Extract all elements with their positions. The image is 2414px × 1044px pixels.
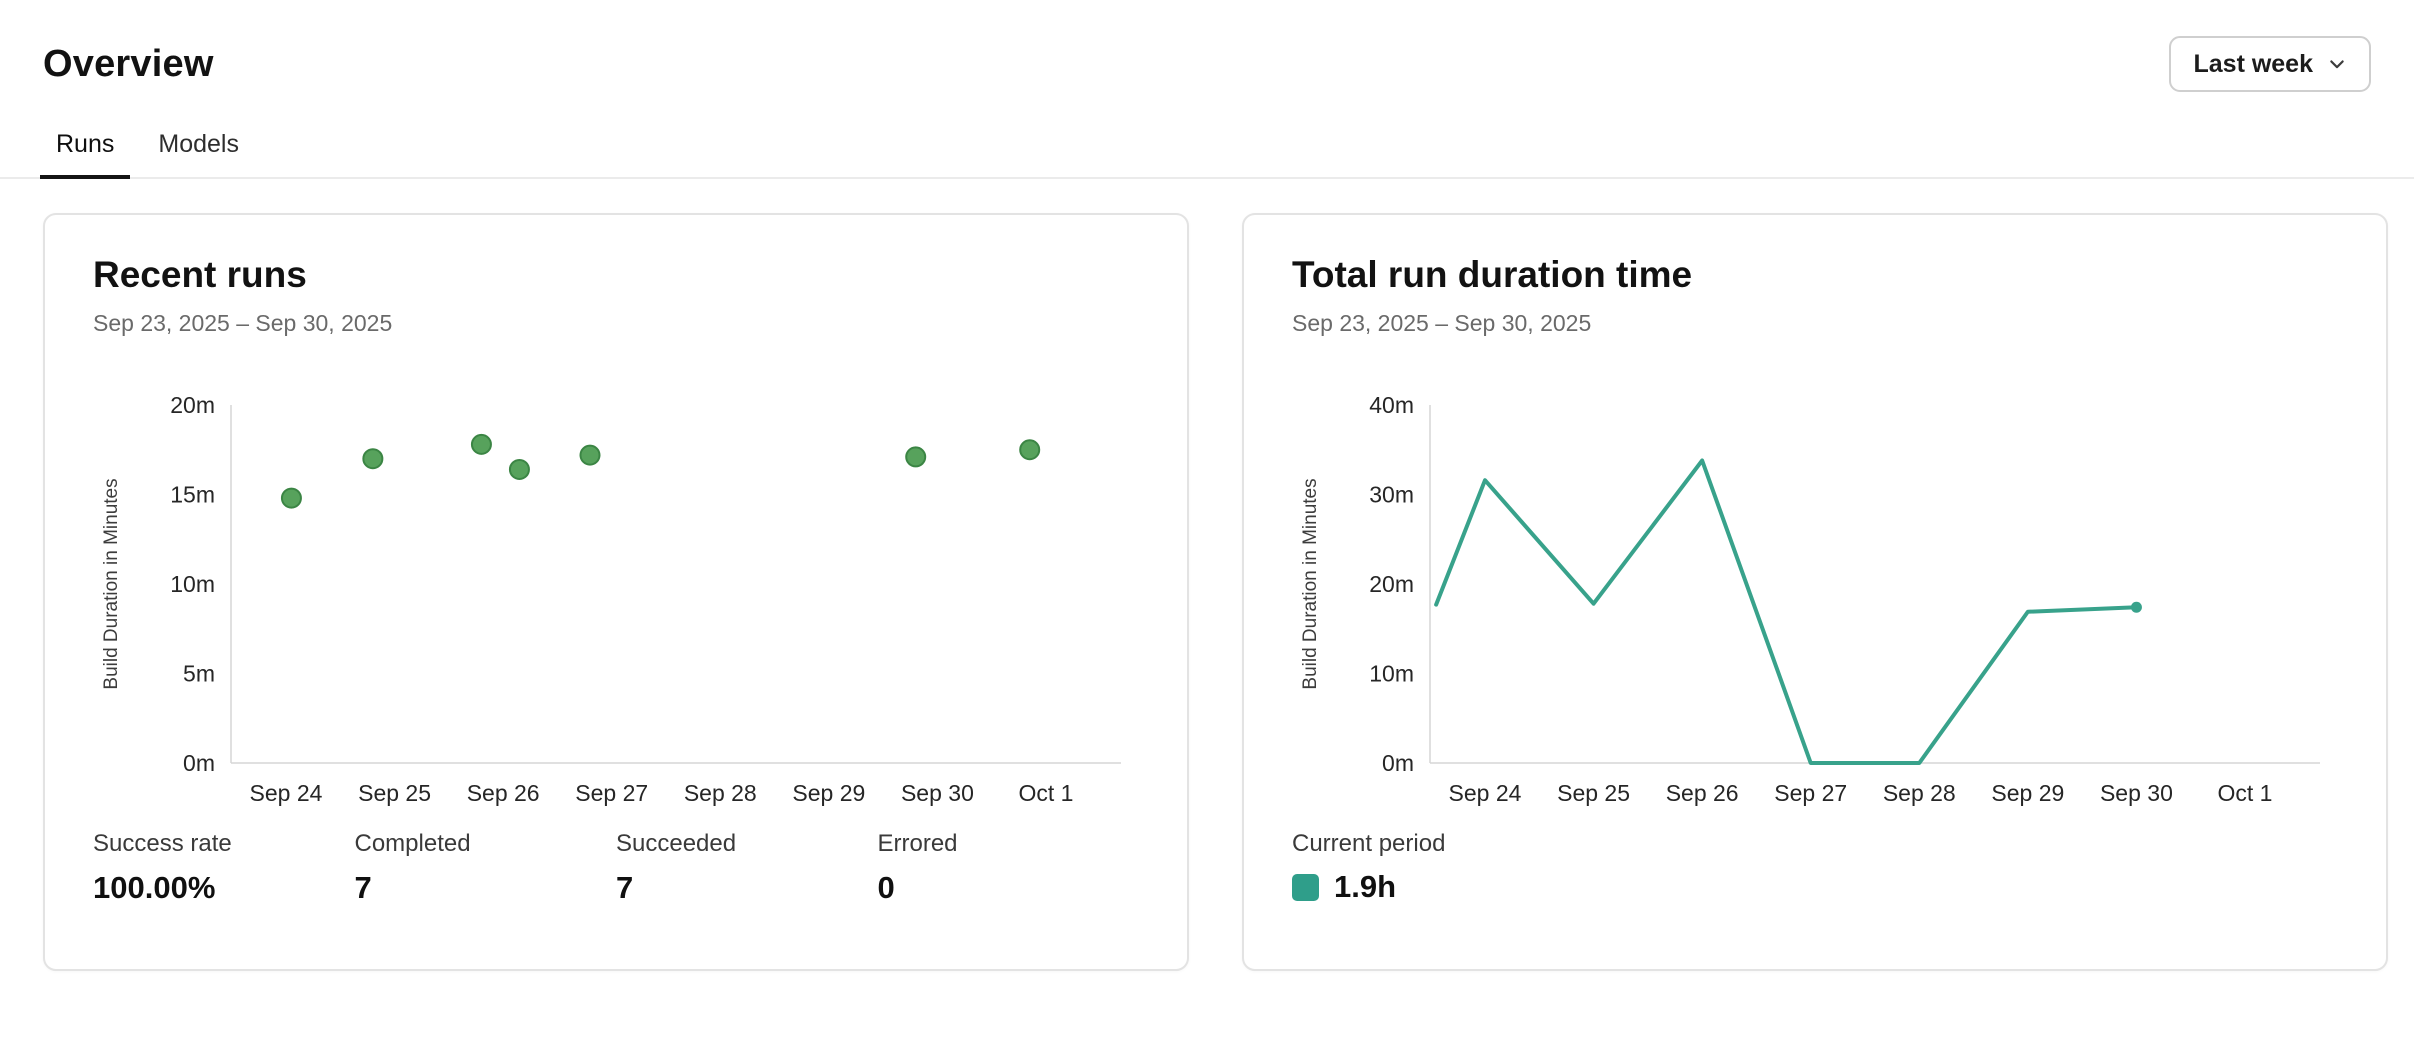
- svg-text:Sep 27: Sep 27: [1774, 780, 1847, 806]
- top-bar: Overview Last week: [0, 0, 2414, 92]
- svg-text:Sep 28: Sep 28: [684, 780, 757, 806]
- svg-text:Build Duration in Minutes: Build Duration in Minutes: [101, 478, 122, 689]
- svg-text:40m: 40m: [1369, 392, 1414, 418]
- total-run-duration-chart-area: 0m 10m 20m 30m 40m Sep 24 Sep 25 Sep 26 Sep 27 Se…: [1292, 391, 2338, 821]
- svg-text:Build Duration in Minutes: Build Duration in Minutes: [1300, 478, 1321, 689]
- svg-text:Sep 25: Sep 25: [1557, 780, 1630, 806]
- legend-label: Current period: [1292, 830, 1446, 857]
- stat-label: Success rate: [93, 830, 232, 857]
- svg-text:10m: 10m: [170, 571, 215, 597]
- period-selector-label: Last week: [2193, 49, 2313, 78]
- stat-completed: Completed 7: [355, 829, 617, 907]
- tab-models[interactable]: Models: [158, 130, 239, 158]
- svg-text:0m: 0m: [1382, 750, 1414, 776]
- page-title: Overview: [43, 42, 214, 85]
- cards-row: Recent runs Sep 23, 2025 – Sep 30, 2025 …: [0, 213, 2414, 971]
- svg-text:Sep 24: Sep 24: [1449, 780, 1522, 806]
- stat-label: Succeeded: [616, 830, 737, 857]
- chart-legend: Current period 1.9h: [1292, 829, 2338, 905]
- stat-label: Errored: [877, 830, 958, 857]
- svg-text:Sep 25: Sep 25: [358, 780, 431, 806]
- card-total-run-duration: Total run duration time Sep 23, 2025 – S…: [1242, 213, 2388, 971]
- total-run-duration-date-range: Sep 23, 2025 – Sep 30, 2025: [1292, 310, 1592, 336]
- svg-text:10m: 10m: [1369, 661, 1414, 687]
- legend-swatch: [1292, 873, 1319, 901]
- svg-text:20m: 20m: [170, 392, 215, 418]
- svg-text:Oct 1: Oct 1: [2218, 780, 2273, 806]
- svg-text:Sep 27: Sep 27: [575, 780, 648, 806]
- svg-text:20m: 20m: [1369, 571, 1414, 597]
- svg-text:Sep 29: Sep 29: [1991, 780, 2064, 806]
- card-recent-runs: Recent runs Sep 23, 2025 – Sep 30, 2025 …: [43, 213, 1189, 971]
- stat-label: Completed: [354, 830, 471, 857]
- legend-value: 1.9h: [1334, 869, 1397, 904]
- stat-success-rate: Success rate 100.00%: [93, 829, 355, 907]
- period-selector[interactable]: Last week: [2169, 36, 2371, 92]
- svg-text:Sep 26: Sep 26: [1666, 780, 1739, 806]
- stat-value: 7: [354, 870, 372, 905]
- recent-runs-date-range: Sep 23, 2025 – Sep 30, 2025: [93, 310, 393, 336]
- svg-text:5m: 5m: [183, 661, 215, 687]
- stat-succeeded: Succeeded 7: [616, 829, 878, 907]
- svg-text:15m: 15m: [170, 482, 215, 508]
- tab-runs[interactable]: Runs: [40, 130, 131, 179]
- svg-text:Sep 29: Sep 29: [792, 780, 865, 806]
- stat-errored: Errored 0: [878, 829, 1140, 907]
- recent-runs-stats: Success rate 100.00% Completed 7 Succeed…: [93, 829, 1139, 907]
- chevron-down-icon: [2327, 54, 2347, 74]
- svg-text:Sep 28: Sep 28: [1883, 780, 1956, 806]
- svg-text:Sep 30: Sep 30: [2100, 780, 2173, 806]
- svg-text:30m: 30m: [1369, 482, 1414, 508]
- svg-text:Sep 26: Sep 26: [467, 780, 540, 806]
- recent-runs-chart-area: 0m 5m 10m 15m 20m Sep 24 Sep 25 Sep 26 Sep 27 Sep…: [93, 391, 1139, 821]
- total-run-duration-title: Total run duration time: [1292, 254, 1693, 295]
- svg-text:0m: 0m: [183, 750, 215, 776]
- total-run-duration-line-chart: 0m 10m 20m 30m 40m Sep 24 Sep 25 Sep 26 Sep 27 Se…: [1300, 392, 2320, 806]
- tab-bar: Runs Models: [0, 130, 2414, 179]
- svg-text:Oct 1: Oct 1: [1019, 780, 1074, 806]
- recent-runs-title: Recent runs: [93, 254, 307, 295]
- stat-value: 0: [877, 870, 895, 905]
- legend-row: 1.9h: [1292, 869, 2338, 905]
- recent-runs-scatter-chart: 0m 5m 10m 15m 20m Sep 24 Sep 25 Sep 26 Sep 27 Sep…: [101, 392, 1121, 806]
- svg-text:Sep 30: Sep 30: [901, 780, 974, 806]
- svg-text:Sep 24: Sep 24: [250, 780, 323, 806]
- stat-value: 7: [616, 870, 634, 905]
- stat-value: 100.00%: [93, 870, 216, 905]
